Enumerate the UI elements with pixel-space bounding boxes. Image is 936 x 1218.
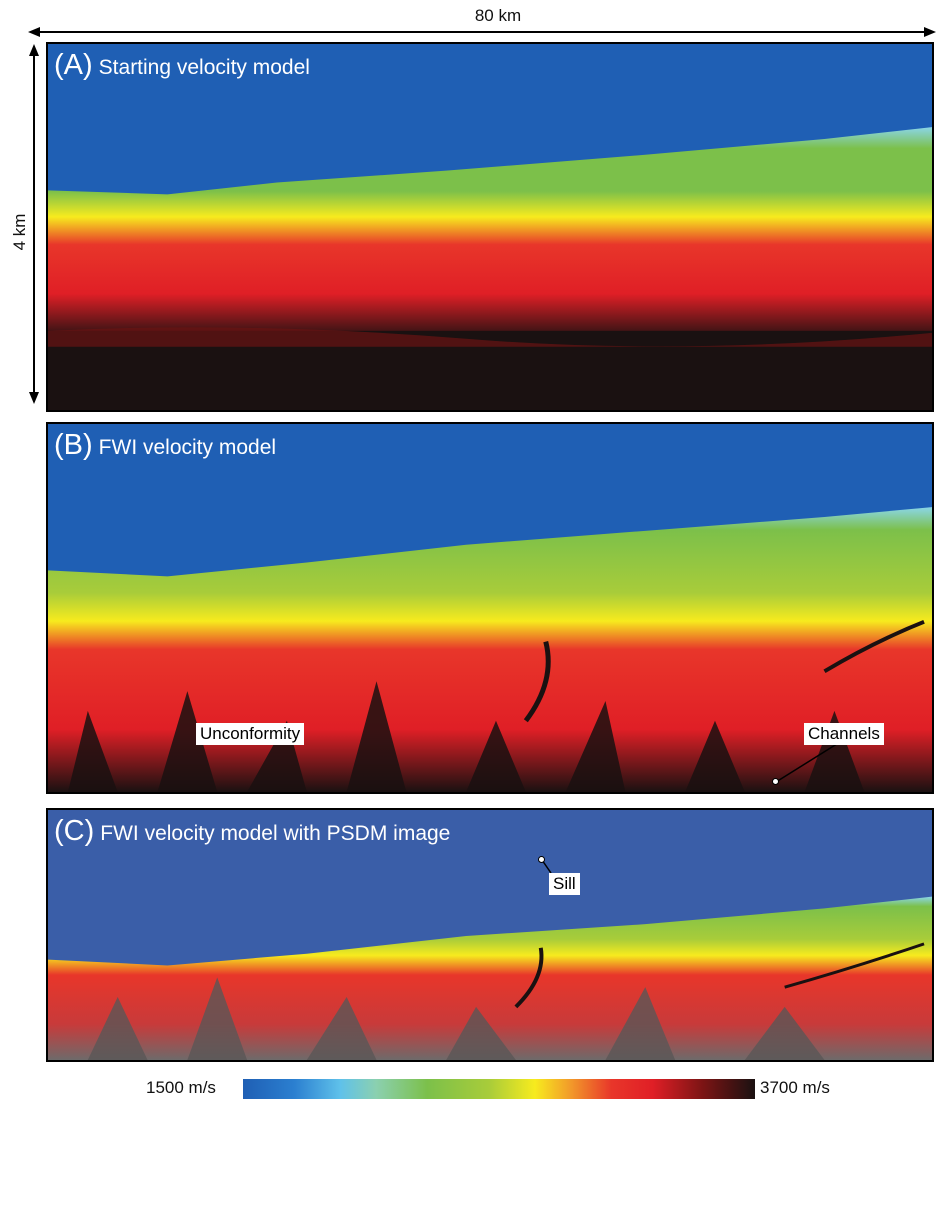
fwi-model-image	[48, 424, 932, 792]
fwi-psdm-image	[48, 810, 932, 1060]
colorbar-max-label: 3700 m/s	[760, 1078, 830, 1097]
channels-label: Channels	[804, 723, 884, 745]
panel-starting-model: (A) Starting velocity model	[46, 42, 934, 412]
channels-marker	[772, 778, 779, 785]
panel-c-title: (C) FWI velocity model with PSDM image	[54, 816, 450, 849]
colorbar-min-label: 1500 m/s	[146, 1078, 216, 1097]
panel-a-title: (A) Starting velocity model	[54, 50, 310, 83]
panel-fwi-model: (B) FWI velocity model	[46, 422, 934, 794]
horizontal-scale-arrow	[28, 27, 936, 37]
panel-b-name: FWI velocity model	[98, 436, 277, 459]
sill-label: Sill	[549, 873, 580, 895]
unconformity-label: Unconformity	[196, 723, 305, 745]
panel-b-letter: (B)	[54, 429, 93, 461]
panel-b-title: (B) FWI velocity model	[54, 430, 276, 463]
sill-marker	[538, 856, 545, 863]
panel-c-name: FWI velocity model with PSDM image	[100, 822, 451, 845]
horizontal-scale-label: 80 km	[474, 6, 522, 25]
panel-fwi-psdm: (C) FWI velocity model with PSDM image	[46, 808, 934, 1062]
velocity-colorbar	[243, 1079, 755, 1099]
vertical-scale-arrow	[29, 44, 39, 404]
panel-c-letter: (C)	[54, 815, 95, 847]
panel-a-letter: (A)	[54, 49, 93, 81]
panel-a-name: Starting velocity model	[98, 56, 310, 79]
starting-model-image	[48, 44, 932, 410]
